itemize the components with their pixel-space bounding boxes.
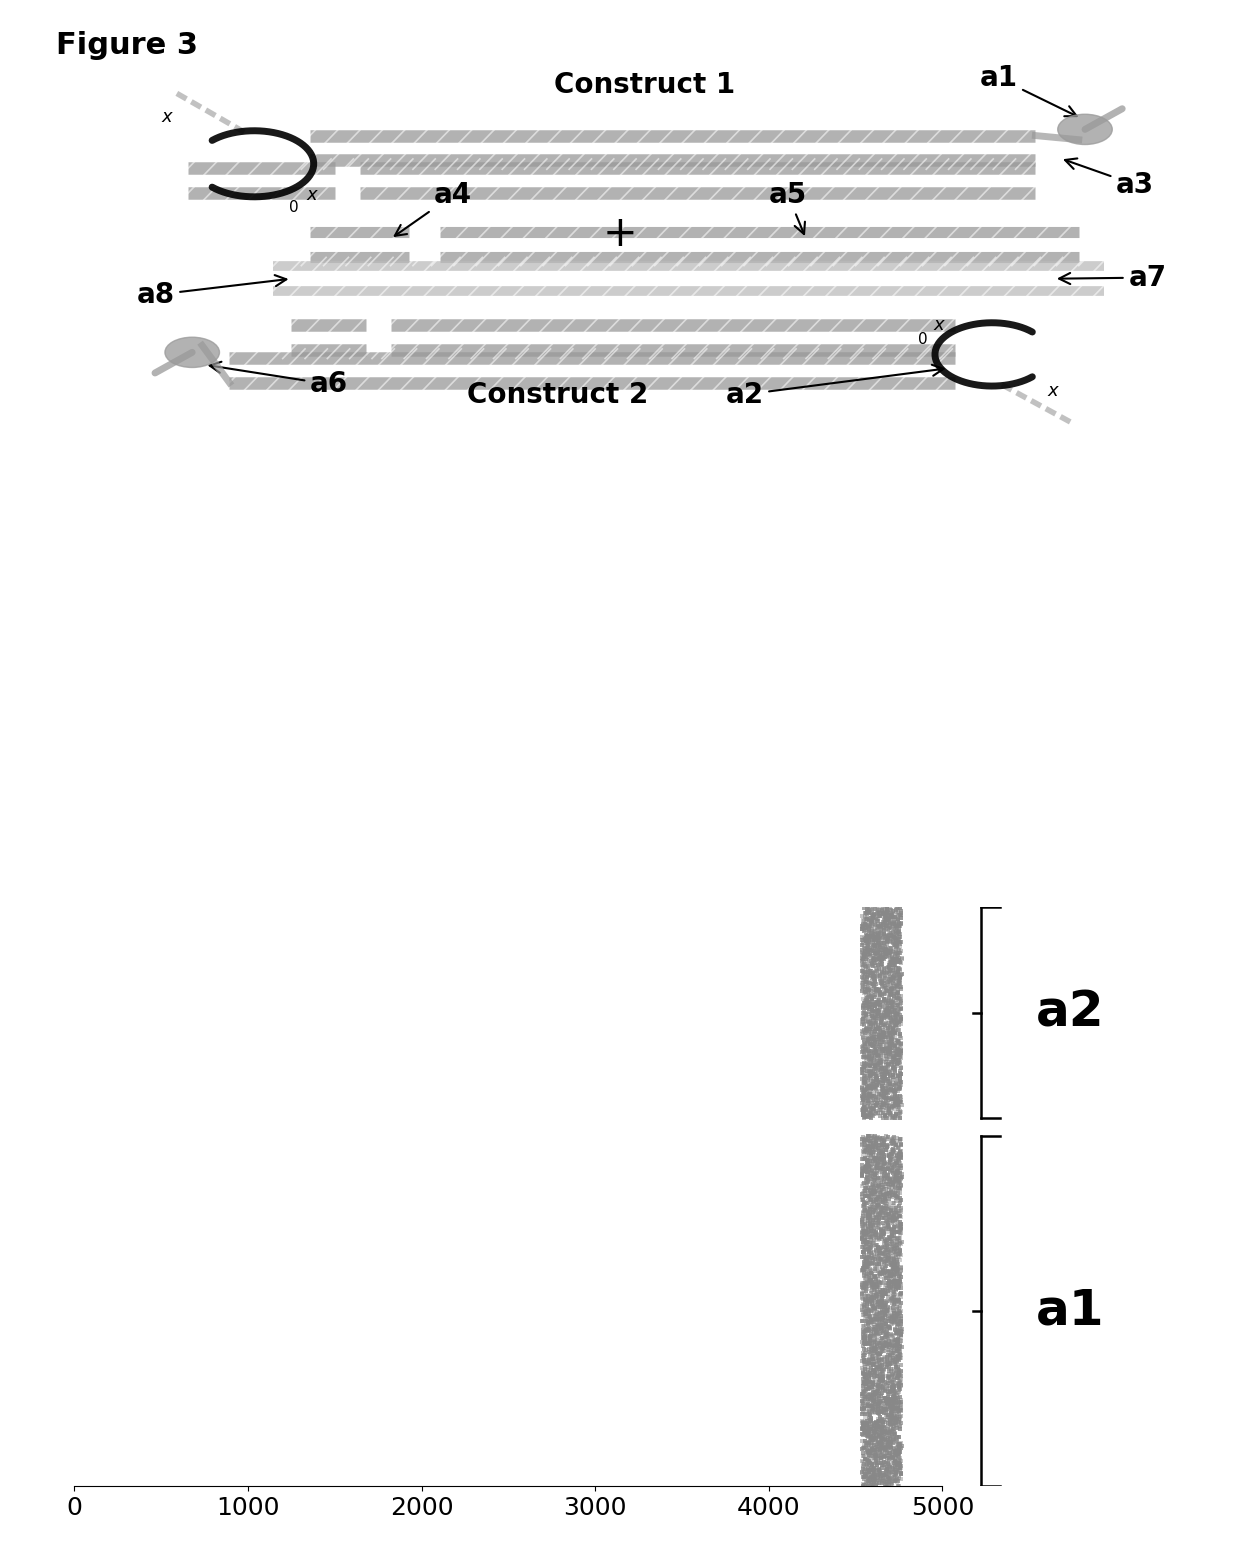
Text: a1: a1 bbox=[980, 64, 1076, 116]
Text: x: x bbox=[934, 316, 945, 335]
Text: 0: 0 bbox=[289, 200, 299, 214]
Text: x: x bbox=[1048, 382, 1059, 400]
Text: +: + bbox=[603, 213, 637, 255]
Text: x: x bbox=[161, 108, 172, 127]
Text: x: x bbox=[306, 186, 317, 203]
Text: a7: a7 bbox=[1059, 264, 1167, 291]
Text: Construct 1: Construct 1 bbox=[554, 70, 735, 99]
Text: a4: a4 bbox=[394, 181, 472, 236]
Text: a2: a2 bbox=[1035, 988, 1105, 1037]
Text: a3: a3 bbox=[1065, 158, 1154, 199]
Text: a8: a8 bbox=[136, 275, 286, 308]
Text: 0: 0 bbox=[918, 332, 928, 347]
Text: Construct 2: Construct 2 bbox=[467, 380, 649, 408]
Text: a2: a2 bbox=[725, 364, 944, 408]
Text: a6: a6 bbox=[210, 361, 348, 399]
Circle shape bbox=[165, 338, 219, 368]
Text: Figure 3: Figure 3 bbox=[56, 31, 198, 59]
Text: a1: a1 bbox=[1035, 1287, 1105, 1334]
Text: a5: a5 bbox=[769, 181, 807, 235]
Circle shape bbox=[1058, 114, 1112, 144]
